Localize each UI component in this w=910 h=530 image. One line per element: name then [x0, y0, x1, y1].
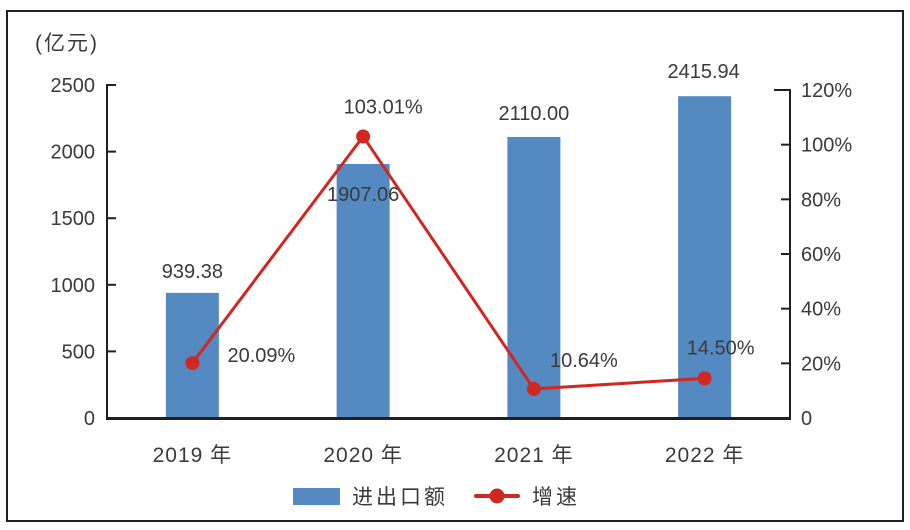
right-axis-tick-label: 120%	[801, 80, 852, 102]
bar-2022	[678, 96, 732, 419]
growth-value-label: 103.01%	[344, 96, 423, 118]
bar-2019	[165, 292, 219, 418]
left-axis-tick-label: 1500	[51, 208, 96, 230]
bar-series-swatch	[293, 487, 340, 505]
bar-value-label: 1907.06	[327, 184, 399, 206]
outer-border	[6, 10, 904, 522]
bar-2021	[507, 136, 561, 418]
x-axis-label: 2019 年	[153, 444, 233, 467]
right-axis-tick-label: 100%	[801, 135, 852, 157]
right-axis-tick-label: 80%	[801, 189, 841, 211]
bar-value-label: 939.38	[162, 261, 223, 283]
right-axis-tick-label: 40%	[801, 299, 841, 321]
legend-label-line: 增速	[532, 486, 580, 509]
legend-label-bar: 进出口额	[352, 486, 448, 509]
right-axis-tick-label: 0	[801, 408, 812, 430]
left-axis-tick-label: 2000	[51, 142, 96, 164]
y-axis-unit-label: (亿元)	[35, 32, 99, 55]
left-axis-tick-label: 1000	[51, 275, 96, 297]
growth-value-label: 10.64%	[550, 350, 618, 372]
bar-value-label: 2415.94	[667, 61, 739, 83]
x-axis-label: 2021 年	[494, 444, 574, 467]
line-series-marker	[474, 488, 520, 504]
left-axis-tick-label: 0	[84, 408, 95, 430]
legend: 进出口额 增速	[293, 481, 580, 511]
growth-value-label: 14.50%	[687, 337, 755, 359]
x-axis-label: 2020 年	[323, 444, 403, 467]
left-axis-tick-label: 500	[62, 341, 95, 363]
growth-point-2021	[526, 381, 541, 396]
bar-2020	[336, 163, 390, 418]
line-series-dot	[489, 488, 505, 504]
left-axis-tick-label: 2500	[51, 75, 96, 97]
right-axis-tick-label: 60%	[801, 244, 841, 266]
growth-point-2020	[356, 129, 371, 144]
growth-point-2022	[697, 371, 712, 386]
right-axis-tick-label: 20%	[801, 353, 841, 375]
growth-line	[191, 133, 705, 391]
growth-point-2019	[185, 356, 200, 371]
x-axis-label: 2022 年	[665, 444, 745, 467]
bar-value-label: 2110.00	[498, 103, 569, 125]
growth-value-label: 20.09%	[227, 345, 295, 367]
